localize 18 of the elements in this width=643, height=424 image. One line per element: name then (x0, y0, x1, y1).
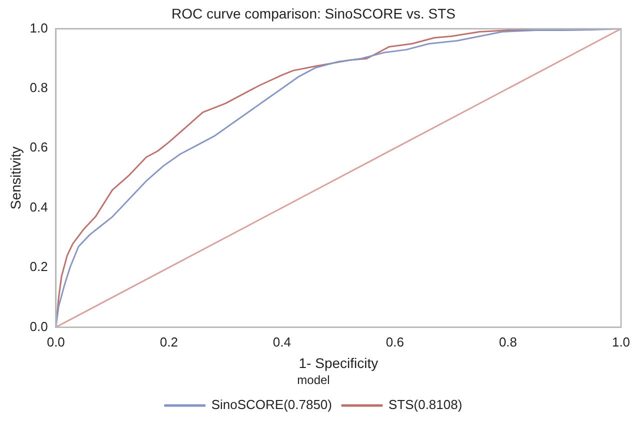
x-tick-label: 0.0 (46, 334, 65, 350)
x-tick-label: 0.4 (272, 334, 291, 350)
chart-title: ROC curve comparison: SinoSCORE vs. STS (172, 5, 456, 22)
x-tick-label: 0.8 (498, 334, 518, 350)
x-tick-label: 1.0 (612, 334, 630, 350)
y-axis-title: Sensitivity (7, 146, 24, 210)
y-tick-label: 0.6 (30, 140, 48, 155)
y-tick-label: 0.4 (30, 199, 48, 214)
x-axis-title: 1- Specificity (298, 355, 378, 372)
y-tick-label: 0.0 (30, 318, 48, 334)
y-tick-label: 0.2 (30, 259, 48, 274)
y-tick-label: 1.0 (30, 20, 48, 36)
y-tick-label: 0.8 (30, 80, 48, 96)
legend-label: STS(0.8108) (388, 397, 462, 412)
x-tick-label: 0.6 (386, 334, 404, 350)
legend-label: SinoSCORE(0.7850) (211, 397, 332, 412)
legend-title: model (297, 372, 330, 387)
x-tick-label: 0.2 (160, 334, 178, 350)
